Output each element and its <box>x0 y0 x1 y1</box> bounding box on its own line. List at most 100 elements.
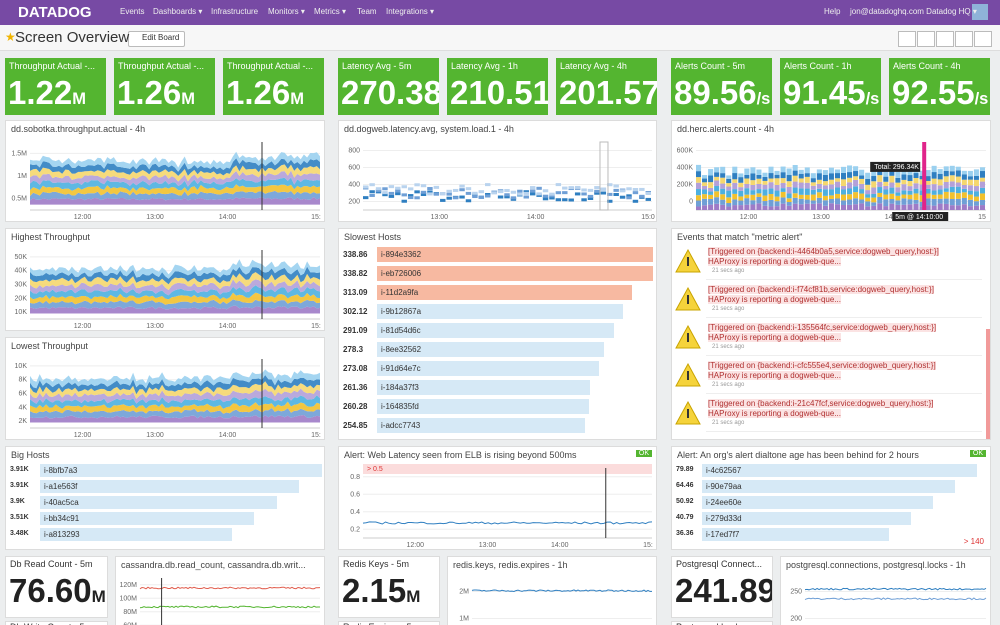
icon-button[interactable] <box>955 31 973 47</box>
bar-segment <box>696 182 702 190</box>
nav-user[interactable]: jon@datadoghq.com Datadog HQ ▾ <box>850 7 977 16</box>
heat-cell <box>395 189 401 193</box>
x-tick-label: 13:00 <box>146 432 164 439</box>
bar-segment <box>696 206 702 210</box>
y-tick-label: 250 <box>790 589 802 596</box>
bar-segment <box>853 166 859 172</box>
bar-segment <box>925 205 931 210</box>
event-text[interactable]: [Triggered on {backend:i-f74cf81b,servic… <box>708 285 934 294</box>
bar-segment <box>708 198 714 205</box>
bar-segment <box>979 181 985 188</box>
bar-segment <box>847 188 853 195</box>
heat-cell <box>626 194 632 198</box>
bar-segment <box>744 183 750 189</box>
bar-segment <box>931 172 937 179</box>
heat-cell <box>401 193 407 197</box>
bar-segment <box>774 196 780 202</box>
icon-button[interactable] <box>936 31 954 47</box>
icon-button[interactable] <box>917 31 935 47</box>
heat-cell <box>465 191 472 195</box>
x-tick-label: 14:00 <box>219 323 237 330</box>
bar-segment <box>822 205 828 210</box>
bar-segment <box>750 190 756 195</box>
host-value: 273.08 <box>343 364 368 373</box>
chart-panel: redis.keys, redis.expires - 1h 2M 1M <box>447 556 657 625</box>
bar-segment <box>816 169 822 174</box>
tile-title: Alerts Count - 1h <box>784 61 852 71</box>
host-bar <box>377 418 585 433</box>
bar-segment <box>877 181 883 188</box>
bar-segment <box>780 166 786 173</box>
bar-segment <box>961 188 967 193</box>
nav-item[interactable]: Team <box>357 7 377 16</box>
nav-item[interactable]: Metrics ▾ <box>314 7 347 16</box>
event-text[interactable]: [Triggered on {backend:i-21c47fcf,servic… <box>708 399 934 408</box>
bar-segment <box>750 173 756 181</box>
event-text[interactable]: [Triggered on {backend:i-135564fc,servic… <box>708 323 937 332</box>
y-tick-label: 6K <box>18 391 27 398</box>
series-line <box>362 521 653 525</box>
y-tick-label: 4K <box>18 404 27 411</box>
nav-item[interactable]: Dashboards ▾ <box>153 7 203 16</box>
bar-segment <box>919 184 925 191</box>
nav-item[interactable]: Monitors ▾ <box>268 7 305 16</box>
value-panel: Db Write Count - 5m <box>5 621 108 625</box>
unit: M <box>72 90 86 108</box>
warning-icon <box>675 363 701 387</box>
bar-segment <box>804 194 810 200</box>
bar-segment <box>967 185 973 191</box>
bar-segment <box>919 170 925 176</box>
heat-cell <box>427 187 433 191</box>
cursor-box <box>892 212 949 221</box>
edit-label[interactable]: Edit Board <box>142 33 180 42</box>
event-text[interactable]: [Triggered on {backend:i-4464b0a5,servic… <box>708 247 939 256</box>
heat-cell <box>478 190 485 194</box>
stack-layer <box>30 184 320 196</box>
host-name: i-90e79aa <box>706 482 742 491</box>
heat-cell <box>414 190 420 194</box>
bar-segment <box>834 169 840 174</box>
nav-help[interactable]: Help <box>824 7 841 16</box>
nav-item[interactable]: Events <box>120 7 145 16</box>
heat-cell <box>433 192 440 196</box>
edit-button[interactable] <box>128 31 185 47</box>
bar-segment <box>901 169 907 175</box>
bar-segment <box>877 170 883 176</box>
nav-item[interactable]: Infrastructure <box>211 7 259 16</box>
bar-segment <box>859 175 865 179</box>
host-value: 3.9K <box>10 498 25 505</box>
bar-segment <box>847 165 853 173</box>
event-row <box>706 283 982 318</box>
bar-segment <box>738 187 744 191</box>
value-tile: Latency Avg - 4h 201.57 <box>556 58 657 115</box>
host-value: 291.09 <box>343 326 368 335</box>
bar-segment <box>859 193 865 200</box>
x-tick-label: 12:00 <box>74 214 92 221</box>
heat-cell <box>420 184 427 188</box>
nav-item[interactable]: Integrations ▾ <box>386 7 435 16</box>
bar-segment <box>786 193 792 199</box>
bar-segment <box>973 186 979 192</box>
star-icon[interactable]: ★ <box>5 30 16 44</box>
event-text[interactable]: [Triggered on {backend:i-cfc555e4,servic… <box>708 361 936 370</box>
bar-segment <box>768 199 774 207</box>
chart-title: dd.sobotka.throughput.actual - 4h <box>11 124 146 134</box>
avatar[interactable] <box>972 4 988 20</box>
icon-button[interactable] <box>974 31 992 47</box>
bar-segment <box>714 167 720 173</box>
chart-panel: dd.sobotka.throughput.actual - 4h 1.5M 1M 0… <box>5 120 325 222</box>
y-tick-label: 50K <box>15 254 28 261</box>
bar-segment <box>702 182 708 186</box>
bar-segment <box>871 181 877 188</box>
bar-segment <box>774 184 780 191</box>
icon-button[interactable] <box>898 31 916 47</box>
bar-segment <box>979 167 985 172</box>
bar-segment <box>907 199 913 205</box>
bar-segment <box>949 181 955 187</box>
heat-cell <box>619 195 626 199</box>
bar-segment <box>913 188 919 194</box>
host-value: 79.89 <box>676 466 694 473</box>
bar-segment <box>919 175 925 180</box>
heat-cell <box>645 197 651 201</box>
bar-segment <box>744 198 750 205</box>
